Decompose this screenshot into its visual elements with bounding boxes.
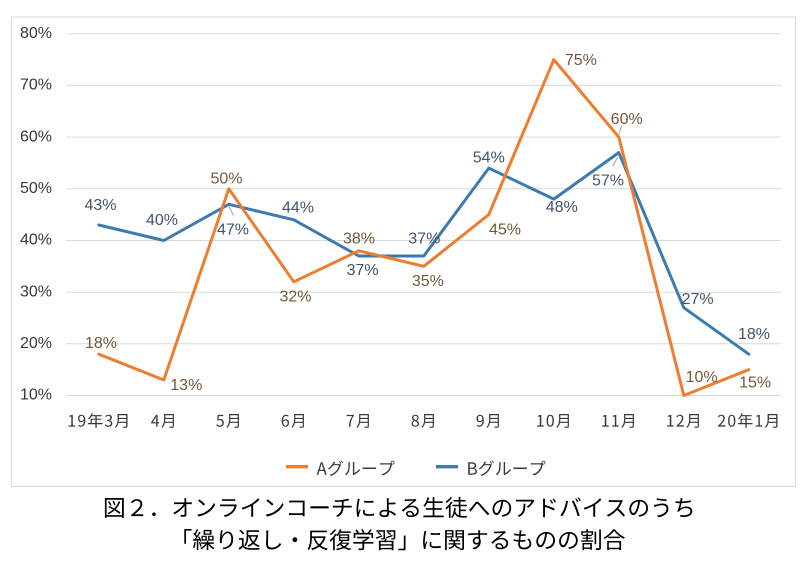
svg-text:13%: 13% [170,377,202,394]
svg-text:10%: 10% [686,369,718,386]
svg-text:45%: 45% [489,221,521,238]
svg-text:70%: 70% [20,77,52,94]
svg-text:40%: 40% [146,212,178,229]
svg-text:47%: 47% [217,221,249,238]
svg-text:18%: 18% [738,326,770,343]
svg-text:30%: 30% [20,283,52,300]
svg-text:37%: 37% [347,262,379,279]
svg-text:80%: 80% [20,25,52,42]
svg-text:40%: 40% [20,232,52,249]
svg-text:50%: 50% [20,180,52,197]
svg-text:15%: 15% [739,375,771,392]
svg-text:54%: 54% [473,150,505,167]
svg-text:32%: 32% [279,288,311,305]
svg-text:57%: 57% [592,172,624,189]
svg-text:27%: 27% [682,291,714,308]
svg-text:43%: 43% [84,197,116,214]
svg-text:50%: 50% [210,170,242,187]
svg-text:44%: 44% [282,199,314,216]
svg-text:18%: 18% [85,335,117,352]
svg-text:20%: 20% [20,335,52,352]
svg-text:37%: 37% [408,231,440,248]
svg-text:48%: 48% [546,199,578,216]
svg-text:10%: 10% [20,387,52,404]
svg-text:60%: 60% [20,128,52,145]
svg-text:38%: 38% [343,231,375,248]
svg-text:35%: 35% [412,273,444,290]
svg-text:75%: 75% [565,52,597,69]
svg-text:60%: 60% [611,111,643,128]
